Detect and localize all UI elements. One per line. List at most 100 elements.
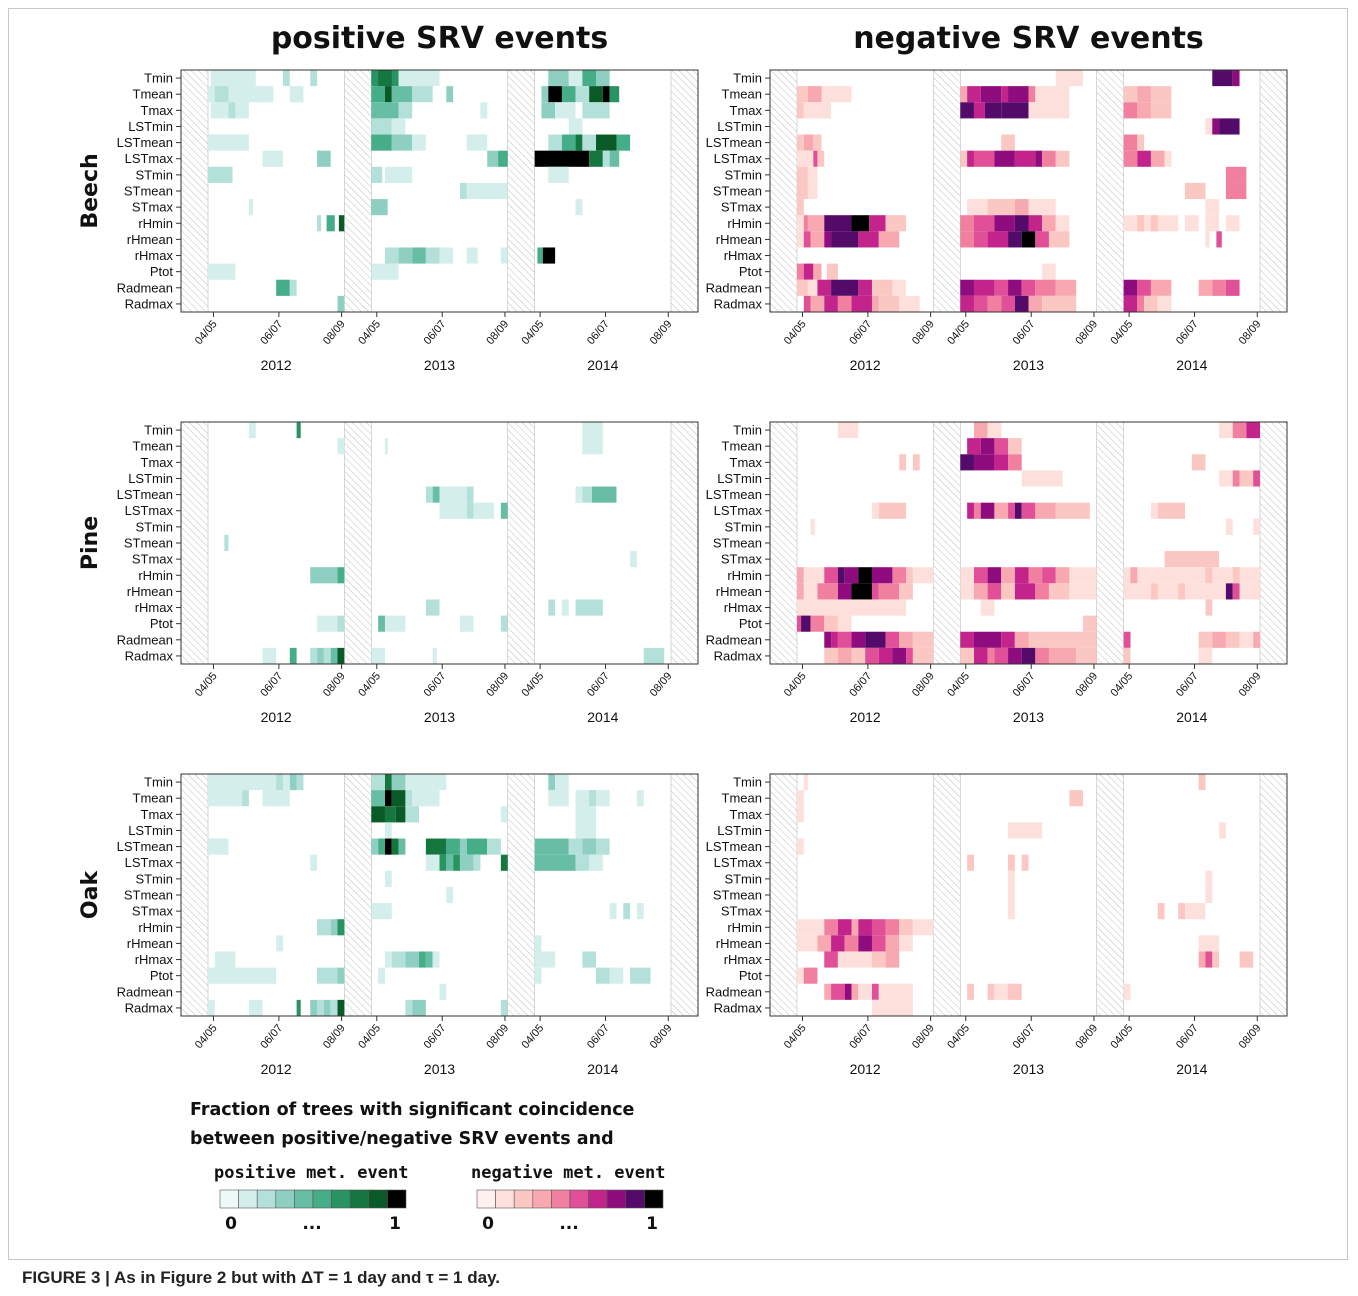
heatmap-cell — [208, 967, 277, 984]
heatmap-cell — [425, 486, 433, 503]
y-tick-label: STmin — [135, 871, 173, 886]
heatmap-cell — [248, 86, 274, 103]
heatmap-cell — [967, 854, 974, 871]
heatmap-cell — [869, 215, 886, 232]
heatmap-cell — [1021, 231, 1036, 248]
heatmap-cell — [391, 118, 406, 135]
heatmap-cell — [214, 86, 229, 103]
y-tick-label: LSTmin — [717, 119, 762, 134]
heatmap-cell — [371, 838, 379, 855]
heatmap-cell — [548, 166, 569, 183]
y-tick-label: STmax — [132, 552, 174, 567]
x-tick-label: 06/07 — [847, 1022, 874, 1051]
y-tick-label: Tmean — [722, 439, 762, 454]
heatmap-cell — [419, 951, 426, 968]
heatmap-cell — [630, 551, 637, 568]
heatmap-cell — [1035, 231, 1049, 248]
heatmap-cell — [534, 854, 576, 871]
heatmap-cell — [555, 774, 569, 791]
heatmap-cell — [1048, 231, 1070, 248]
positive-colorbar-swatch — [275, 1189, 295, 1209]
heatmap-cell — [1185, 215, 1199, 232]
heatmap-cell — [824, 295, 838, 312]
heatmap-cell — [1001, 631, 1015, 648]
heatmap-cell — [824, 215, 852, 232]
heatmap-cell — [330, 647, 338, 664]
heatmap-cell — [797, 102, 804, 119]
heatmap-cell — [892, 567, 907, 584]
x-tick-label: 08/09 — [484, 1022, 511, 1051]
heatmap-cell — [797, 199, 804, 216]
heatmap-cell — [384, 86, 392, 103]
heatmap-cell — [582, 486, 592, 503]
heatmap-cell — [337, 919, 345, 936]
heatmap-cell — [807, 182, 818, 200]
heatmap-cell — [803, 231, 811, 248]
heatmap-cell — [1198, 951, 1206, 968]
heatmap-cell — [1014, 215, 1029, 232]
heatmap-cell — [1150, 279, 1172, 296]
x-tick-label: 06/07 — [422, 670, 449, 699]
heatmap-cell — [405, 999, 413, 1016]
heatmap-cell — [1123, 279, 1138, 296]
heatmap-cell — [541, 86, 549, 103]
inactive-period-hatch — [507, 773, 535, 1017]
heatmap-cell — [337, 567, 345, 584]
heatmap-cell — [1042, 215, 1056, 232]
heatmap-cell — [1212, 118, 1220, 135]
heatmap-cell — [412, 790, 440, 807]
heatmap-cell — [310, 70, 318, 87]
heatmap-cell — [534, 150, 590, 167]
heatmap-cell — [596, 70, 610, 87]
heatmap-cell — [1150, 215, 1158, 232]
y-tick-label: Radmean — [117, 632, 173, 647]
heatmap-cell — [1014, 567, 1029, 584]
y-tick-label: rHmean — [716, 584, 762, 599]
heatmap-cell — [248, 199, 253, 216]
heatmap-cell — [797, 182, 808, 200]
heatmap-cell — [1001, 295, 1015, 312]
heatmap-cell — [797, 838, 804, 855]
inactive-period-hatch — [507, 421, 535, 665]
heatmap-cell — [1123, 647, 1131, 664]
heatmap-cell — [371, 166, 383, 183]
y-tick-label: Radmax — [714, 648, 763, 663]
heatmap-cell — [208, 134, 249, 151]
heatmap-cell — [810, 231, 825, 248]
y-tick-label: Ptot — [739, 968, 763, 983]
x-tick-label: 06/07 — [847, 318, 874, 347]
heatmap-cell — [1253, 631, 1260, 648]
heatmap-cell — [831, 983, 845, 1000]
heatmap-cell — [1225, 182, 1247, 200]
y-tick-label: Tmin — [733, 423, 762, 438]
y-tick-label: rHmax — [724, 600, 763, 615]
heatmap-cell — [1239, 951, 1254, 968]
positive-legend-max: 1 — [389, 1214, 401, 1234]
heatmap-cell — [1014, 295, 1029, 312]
heatmap-cell — [813, 263, 822, 280]
heatmap-cell — [591, 486, 617, 503]
y-tick-label: STmax — [132, 200, 174, 215]
heatmap-cell — [797, 583, 804, 600]
heatmap-cell — [994, 647, 1009, 664]
y-tick-label: Tmean — [133, 87, 173, 102]
heatmap-cell — [797, 806, 804, 823]
heatmap-cell — [534, 967, 542, 984]
heatmap-cell — [439, 983, 447, 1000]
heatmap-cell — [289, 647, 297, 664]
heatmap-cell — [616, 134, 631, 151]
y-tick-label: Radmax — [714, 296, 763, 311]
heatmap-cell — [1232, 583, 1240, 600]
heatmap-cell — [1157, 295, 1172, 312]
heatmap-cell — [803, 295, 811, 312]
x-tick-label: 08/09 — [1237, 1022, 1264, 1051]
heatmap-cell — [1008, 231, 1022, 248]
heatmap-cell — [960, 295, 974, 312]
heatmap-cell — [384, 838, 392, 855]
heatmap-cell — [500, 999, 508, 1016]
heatmap-cell — [337, 295, 345, 312]
heatmap-cell — [371, 806, 385, 823]
y-tick-label: Tmin — [144, 71, 173, 86]
y-tick-label: Tmax — [141, 807, 174, 822]
heatmap-cell — [568, 118, 583, 135]
